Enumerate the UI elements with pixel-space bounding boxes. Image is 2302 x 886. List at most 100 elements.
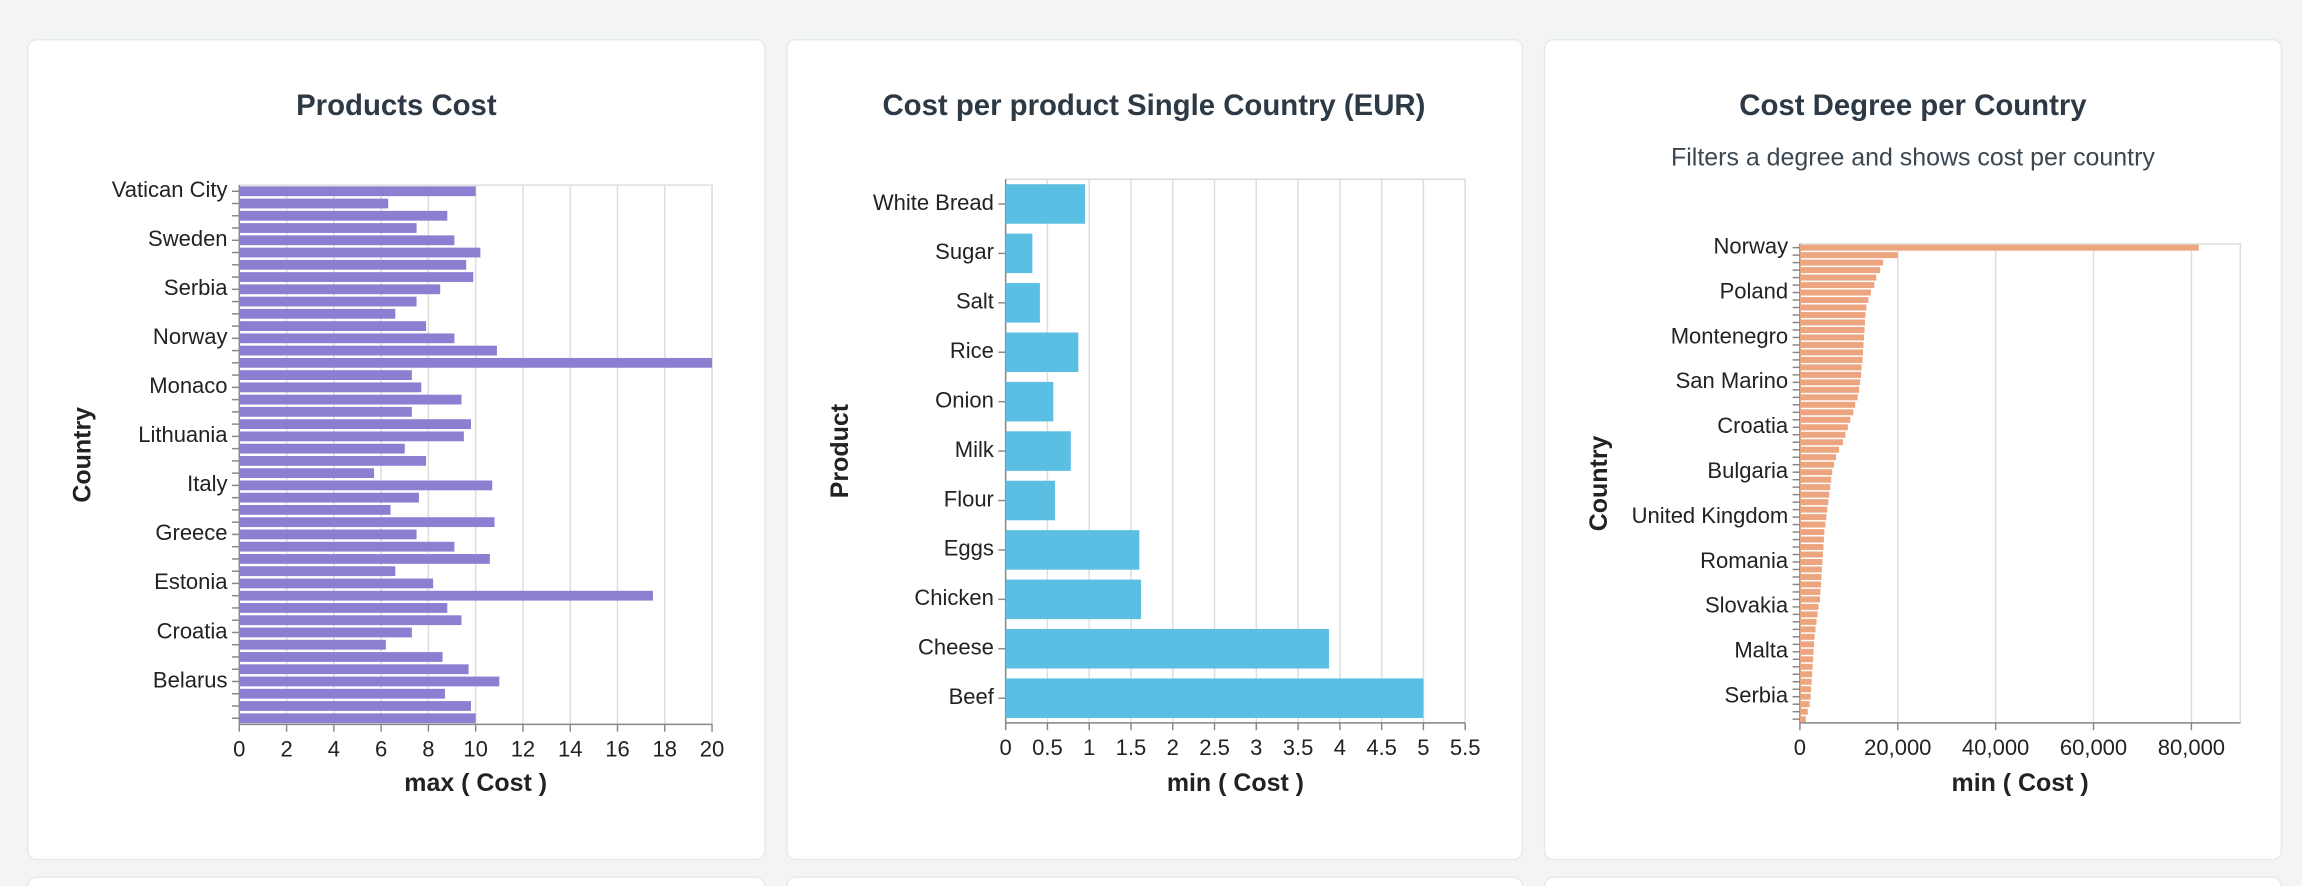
bar [239,505,391,515]
bar [239,541,455,552]
bar [1799,304,1867,311]
y-axis-title: Country [1585,435,1613,531]
bar [1799,312,1866,319]
bar [1799,349,1864,356]
y-tick-label: Belarus [153,667,228,692]
bar [1799,596,1820,603]
bar [1799,611,1818,618]
bar [1005,283,1040,323]
bar [1799,274,1877,281]
chart-title: Cost per product Single Country (EUR) [882,89,1425,122]
bar [239,590,653,601]
y-tick-label: Eggs [944,536,994,561]
bar [239,492,419,503]
bar [1799,491,1830,498]
bar [239,210,448,221]
bar [1799,469,1833,476]
bar [1799,252,1898,259]
bar [239,688,445,699]
y-tick-label: Beef [949,684,995,709]
bar [239,235,455,246]
bar [1799,484,1831,491]
bar [239,639,386,650]
y-tick-label: Greece [155,520,227,545]
bar [1799,499,1829,506]
bar [1799,701,1810,708]
bar [1799,431,1846,438]
bar [239,259,467,270]
bar [239,652,443,662]
bar [239,223,417,233]
bar [1799,514,1827,521]
x-tick-label: 16 [605,737,629,762]
bar [239,272,474,282]
bar [1799,633,1815,640]
bar [1005,530,1140,570]
x-tick-label: 6 [375,737,387,762]
x-tick-label: 20 [700,737,724,762]
bar [1799,573,1822,580]
y-tick-label: Norway [1714,233,1789,258]
bar [1799,686,1812,693]
bar [1005,629,1329,669]
bar [239,198,389,209]
bar [239,296,417,307]
bar [1799,394,1858,401]
y-axis-title: Product [826,404,854,498]
x-tick-label: 14 [558,737,582,762]
bar [1799,319,1865,326]
bar [1799,446,1840,453]
x-tick-label: 2 [280,737,292,762]
bar [1799,506,1828,513]
bar [1799,356,1863,363]
card [27,876,766,886]
bar [239,443,405,454]
y-tick-label: Vatican City [112,177,228,202]
bar [1799,581,1821,588]
x-axis-title: max ( Cost ) [404,769,547,797]
bar [239,676,500,687]
y-tick-label: Romania [1700,548,1789,573]
bar [239,370,412,380]
bar [239,345,497,356]
bar [239,357,713,368]
bar [1799,409,1854,416]
bar [239,554,490,564]
bar [239,186,476,197]
y-tick-label: Serbia [164,275,228,300]
bar [1799,648,1814,655]
bar [239,713,476,724]
bar [1799,693,1811,700]
bar [239,333,455,344]
bar [1005,381,1054,422]
x-tick-label: 2.5 [1199,735,1230,760]
y-tick-label: Cheese [918,635,994,660]
bar [1799,416,1851,423]
bar [239,321,427,331]
chart-title: Cost Degree per Country [1739,89,2087,122]
bar [239,406,412,417]
bar [1005,579,1142,620]
y-axis-title: Country [68,407,96,503]
bar [1799,618,1817,625]
bar [1799,603,1819,610]
y-tick-label: Serbia [1725,683,1789,708]
x-tick-label: 12 [511,737,535,762]
bar [239,701,471,711]
bar [1799,386,1860,393]
y-tick-label: Rice [950,338,994,363]
bar [239,247,481,258]
x-tick-label: 3 [1250,735,1262,760]
x-tick-label: 1 [1083,735,1095,760]
bar [239,284,441,295]
bar [239,615,462,626]
x-tick-label: 80,000 [2158,735,2225,760]
y-tick-label: Onion [935,387,994,412]
x-tick-label: 60,000 [2060,735,2127,760]
y-tick-label: United Kingdom [1632,503,1789,528]
bar [1799,379,1861,386]
card [1543,876,2283,886]
y-tick-label: Monaco [149,373,227,398]
bar [1005,184,1086,224]
